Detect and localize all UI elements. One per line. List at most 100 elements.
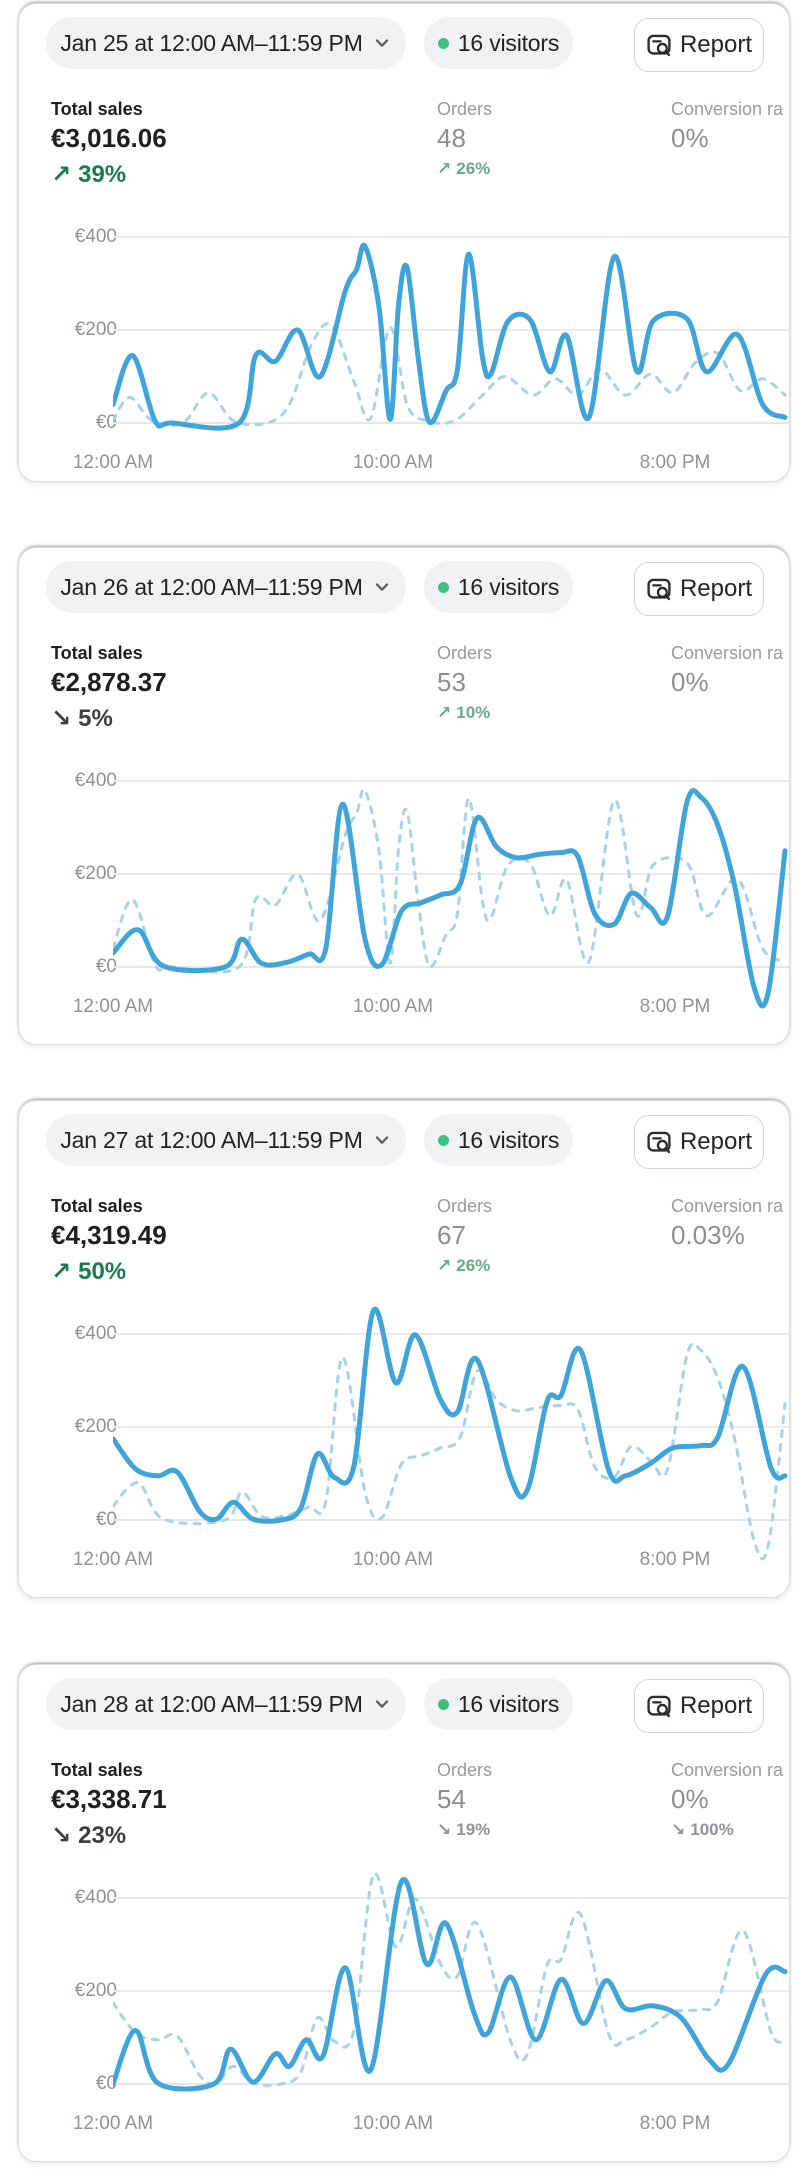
report-icon: [647, 1131, 671, 1154]
report-icon: [647, 1695, 671, 1718]
report-button[interactable]: Report: [634, 1679, 764, 1733]
stat-value: 0%: [671, 1784, 709, 1814]
stat-label: Orders: [437, 1760, 493, 1780]
stat-total-sales: Total sales €4,319.49 ↗ 50%: [51, 1194, 167, 1286]
live-visitors-dot-icon: [437, 37, 449, 49]
current-period-line: [113, 1306, 788, 1524]
y-axis-tick-400: €400: [74, 770, 117, 791]
chevron-down-icon: [375, 39, 388, 47]
current-period-line: [113, 242, 788, 431]
stat-change-value: 19%: [456, 1820, 491, 1839]
live-visitors-badge: 16 visitors: [424, 17, 573, 69]
y-axis-tick-200: €200: [74, 863, 117, 884]
x-axis-tick-12am: 12:00 AM: [72, 2113, 154, 2134]
date-range-selector[interactable]: Jan 28 at 12:00 AM–11:59 PM: [46, 1678, 406, 1730]
sales-over-time-chart[interactable]: [113, 144, 789, 470]
x-axis-tick-10am: 10:00 AM: [352, 1549, 434, 1570]
x-axis-tick-12am: 12:00 AM: [72, 1549, 154, 1570]
stat-change-value: 10%: [456, 703, 491, 722]
trend-arrow-icon: ↗: [437, 1256, 452, 1275]
trend-arrow-icon: ↗: [51, 1258, 72, 1285]
chevron-down-icon: [375, 583, 388, 591]
current-period-line: [113, 1876, 788, 2092]
live-visitors-dot-icon: [437, 581, 449, 593]
y-axis-tick-400: €400: [74, 226, 117, 247]
stat-total-sales: Total sales €2,878.37 ↘ 5%: [51, 641, 167, 733]
stat-change: ↗ 10%: [437, 703, 492, 723]
sales-over-time-chart[interactable]: [113, 1241, 789, 1567]
stat-value: 67: [437, 1220, 466, 1250]
x-axis-tick-8pm: 8:00 PM: [639, 996, 711, 1017]
stat-label: Orders: [437, 1196, 493, 1216]
trend-arrow-icon: ↘: [51, 705, 72, 732]
report-button[interactable]: Report: [634, 18, 764, 72]
report-button[interactable]: Report: [634, 562, 764, 616]
previous-period-line: [113, 1342, 787, 1561]
y-axis-tick-200: €200: [74, 1980, 117, 2001]
report-button-label: Report: [679, 575, 753, 602]
x-axis-tick-10am: 10:00 AM: [352, 2113, 434, 2134]
y-axis-tick-400: €400: [74, 1887, 117, 1908]
stat-orders: Orders 67 ↗ 26%: [437, 1194, 492, 1276]
visitors-count-label: 16 visitors: [457, 1126, 560, 1153]
sales-over-time-chart[interactable]: [113, 688, 789, 1014]
stat-change-value: 39%: [78, 161, 127, 188]
stat-change-value: 26%: [456, 1256, 491, 1275]
trend-arrow-icon: ↗: [51, 161, 72, 188]
stat-conversion-rate: Conversion ra 0.03%: [671, 1194, 783, 1251]
stat-change-value: 26%: [456, 159, 491, 178]
x-axis-tick-8pm: 8:00 PM: [639, 2113, 711, 2134]
date-range-selector[interactable]: Jan 26 at 12:00 AM–11:59 PM: [46, 561, 406, 613]
chevron-down-icon: [375, 1700, 388, 1708]
live-visitors-badge: 16 visitors: [424, 561, 573, 613]
x-axis-tick-10am: 10:00 AM: [352, 452, 434, 473]
stat-change: ↗ 39%: [51, 160, 167, 189]
stat-label: Total sales: [51, 643, 143, 663]
visitors-count-label: 16 visitors: [457, 1690, 560, 1717]
stat-total-sales: Total sales €3,016.06 ↗ 39%: [51, 97, 167, 189]
x-axis-tick-8pm: 8:00 PM: [639, 1549, 711, 1570]
stat-change: ↗ 50%: [51, 1257, 167, 1286]
stat-label: Conversion ra: [671, 99, 784, 119]
report-button[interactable]: Report: [634, 1115, 764, 1169]
stat-value: 0.03%: [671, 1220, 745, 1250]
x-axis-tick-12am: 12:00 AM: [72, 452, 154, 473]
analytics-day-card: Jan 27 at 12:00 AM–11:59 PM 16 visitors …: [18, 1100, 790, 1598]
stat-label: Total sales: [51, 99, 143, 119]
date-range-label: Jan 27 at 12:00 AM–11:59 PM: [60, 1126, 363, 1153]
stat-change: ↗ 26%: [437, 159, 492, 179]
sales-over-time-chart[interactable]: [113, 1805, 789, 2131]
stat-label: Total sales: [51, 1196, 143, 1216]
stat-change-value: 23%: [78, 1822, 127, 1849]
live-visitors-badge: 16 visitors: [424, 1114, 573, 1166]
date-range-label: Jan 26 at 12:00 AM–11:59 PM: [60, 573, 363, 600]
stat-value: 0%: [671, 123, 709, 153]
y-axis-tick-200: €200: [74, 319, 117, 340]
analytics-day-card: Jan 28 at 12:00 AM–11:59 PM 16 visitors …: [18, 1664, 790, 2162]
stat-orders: Orders 54 ↘ 19%: [437, 1758, 492, 1840]
date-range-selector[interactable]: Jan 25 at 12:00 AM–11:59 PM: [46, 17, 406, 69]
stat-value: 54: [437, 1784, 466, 1814]
stat-total-sales: Total sales €3,338.71 ↘ 23%: [51, 1758, 167, 1850]
stat-change: ↘ 23%: [51, 1821, 167, 1850]
stat-change: ↘ 19%: [437, 1820, 492, 1840]
report-button-label: Report: [679, 1128, 753, 1155]
stat-label: Conversion ra: [671, 1760, 784, 1780]
y-axis-tick-400: €400: [74, 1323, 117, 1344]
trend-arrow-icon: ↗: [437, 703, 452, 722]
live-visitors-dot-icon: [437, 1698, 449, 1710]
stat-change: ↗ 26%: [437, 1256, 492, 1276]
date-range-label: Jan 28 at 12:00 AM–11:59 PM: [60, 1690, 363, 1717]
date-range-selector[interactable]: Jan 27 at 12:00 AM–11:59 PM: [46, 1114, 406, 1166]
x-axis-tick-12am: 12:00 AM: [72, 996, 154, 1017]
stat-change-value: 50%: [78, 1258, 127, 1285]
stat-value: €2,878.37: [51, 667, 167, 697]
y-axis-tick-0: €0: [95, 2073, 117, 2094]
chevron-down-icon: [375, 1136, 388, 1144]
stat-label: Orders: [437, 643, 493, 663]
x-axis-tick-10am: 10:00 AM: [352, 996, 434, 1017]
y-axis-tick-0: €0: [95, 412, 117, 433]
stat-value: 0%: [671, 667, 709, 697]
stat-label: Conversion ra: [671, 1196, 784, 1216]
y-axis-tick-200: €200: [74, 1416, 117, 1437]
